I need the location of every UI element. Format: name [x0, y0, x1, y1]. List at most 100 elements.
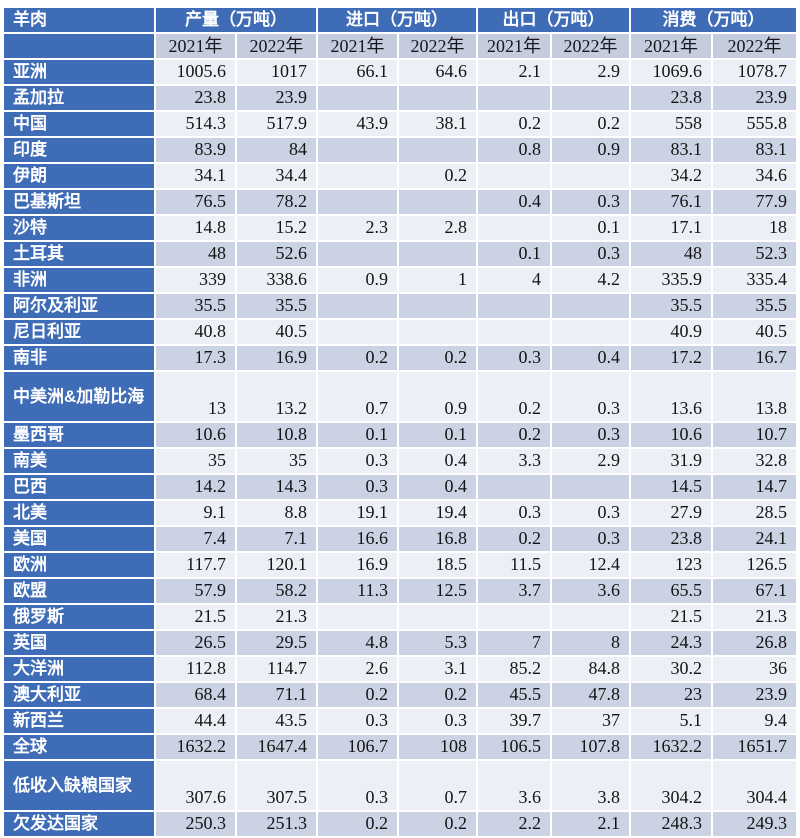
year-header-blank-cell	[4, 34, 154, 58]
data-cell: 0.2	[399, 164, 476, 188]
table-row: 沙特 14.8 15.2 2.3 2.8 0.1 17.1 18	[4, 216, 796, 240]
data-cell: 35	[156, 449, 235, 473]
data-cell: 7.4	[156, 527, 235, 551]
data-cell: 1069.6	[631, 60, 711, 84]
data-cell: 2.2	[478, 812, 550, 836]
data-cell: 40.8	[156, 320, 235, 344]
data-cell: 23.9	[237, 86, 316, 110]
data-cell: 23	[631, 683, 711, 707]
data-cell: 108	[399, 735, 476, 759]
data-cell: 0.1	[478, 242, 550, 266]
data-cell: 76.5	[156, 190, 235, 214]
row-label: 沙特	[4, 216, 154, 240]
data-cell: 3.7	[478, 579, 550, 603]
data-cell: 2.9	[552, 449, 629, 473]
data-cell	[318, 294, 397, 318]
data-cell: 23.8	[631, 527, 711, 551]
data-cell: 52.3	[713, 242, 796, 266]
data-cell: 57.9	[156, 579, 235, 603]
data-cell	[478, 164, 550, 188]
data-cell: 23.9	[713, 683, 796, 707]
data-cell: 0.4	[399, 449, 476, 473]
data-cell: 558	[631, 112, 711, 136]
row-label: 北美	[4, 501, 154, 525]
data-cell: 0.2	[478, 112, 550, 136]
data-cell: 18.5	[399, 553, 476, 577]
year-header: 2022年	[552, 34, 629, 58]
data-cell	[318, 320, 397, 344]
table-row: 亚洲 1005.6 1017 66.1 64.6 2.1 2.9 1069.6 1078.7	[4, 60, 796, 84]
year-header: 2022年	[713, 34, 796, 58]
row-label: 中美洲&加勒比海	[4, 372, 154, 421]
data-cell: 126.5	[713, 553, 796, 577]
data-cell	[552, 86, 629, 110]
data-cell	[318, 242, 397, 266]
data-cell	[478, 320, 550, 344]
data-cell: 112.8	[156, 657, 235, 681]
table-row: 非洲 339 338.6 0.9 1 4 4.2 335.9 335.4	[4, 268, 796, 292]
row-label: 亚洲	[4, 60, 154, 84]
data-cell	[478, 86, 550, 110]
data-cell: 77.9	[713, 190, 796, 214]
data-cell: 19.1	[318, 501, 397, 525]
data-cell	[478, 605, 550, 629]
table-row: 全球 1632.2 1647.4 106.7 108 106.5 107.8 1632.2 16…	[4, 735, 796, 759]
data-cell: 514.3	[156, 112, 235, 136]
data-cell	[399, 138, 476, 162]
group-header-import: 进口（万吨）	[318, 8, 476, 32]
data-cell: 0.3	[399, 709, 476, 733]
data-cell: 47.8	[552, 683, 629, 707]
data-cell: 1	[399, 268, 476, 292]
data-cell: 0.3	[552, 190, 629, 214]
table-row: 中美洲&加勒比海 13 13.2 0.7 0.9 0.2 0.3 13.6 13.8	[4, 372, 796, 421]
data-cell: 10.6	[156, 423, 235, 447]
year-header: 2021年	[156, 34, 235, 58]
data-cell: 14.2	[156, 475, 235, 499]
data-cell: 555.8	[713, 112, 796, 136]
data-cell: 26.8	[713, 631, 796, 655]
table-row: 中国 514.3 517.9 43.9 38.1 0.2 0.2 558 555.8	[4, 112, 796, 136]
row-label: 南美	[4, 449, 154, 473]
data-cell: 34.1	[156, 164, 235, 188]
data-cell: 9.1	[156, 501, 235, 525]
data-cell: 0.1	[552, 216, 629, 240]
data-cell: 107.8	[552, 735, 629, 759]
table-row: 尼日利亚 40.8 40.5 40.9 40.5	[4, 320, 796, 344]
data-cell	[399, 86, 476, 110]
data-cell: 0.2	[399, 346, 476, 370]
data-cell: 0.2	[478, 423, 550, 447]
data-cell: 31.9	[631, 449, 711, 473]
data-cell: 0.3	[552, 242, 629, 266]
data-cell: 39.7	[478, 709, 550, 733]
data-cell	[552, 605, 629, 629]
mutton-supply-demand-table: 羊肉 产量（万吨） 进口（万吨） 出口（万吨） 消费（万吨） 2021年 202…	[2, 6, 798, 838]
data-cell: 0.7	[399, 761, 476, 810]
row-label: 伊朗	[4, 164, 154, 188]
table-row: 南美 35 35 0.3 0.4 3.3 2.9 31.9 32.8	[4, 449, 796, 473]
table-row: 伊朗 34.1 34.4 0.2 34.2 34.6	[4, 164, 796, 188]
group-header-export: 出口（万吨）	[478, 8, 629, 32]
data-cell: 9.4	[713, 709, 796, 733]
data-cell: 21.3	[713, 605, 796, 629]
group-header-row: 羊肉 产量（万吨） 进口（万吨） 出口（万吨） 消费（万吨）	[4, 8, 796, 32]
data-cell: 304.2	[631, 761, 711, 810]
data-cell: 0.2	[478, 527, 550, 551]
data-cell: 13.6	[631, 372, 711, 421]
data-cell: 34.6	[713, 164, 796, 188]
data-cell: 34.2	[631, 164, 711, 188]
data-cell: 24.1	[713, 527, 796, 551]
data-cell: 0.3	[552, 372, 629, 421]
data-cell: 0.3	[318, 475, 397, 499]
data-cell: 38.1	[399, 112, 476, 136]
data-cell: 123	[631, 553, 711, 577]
data-cell: 14.3	[237, 475, 316, 499]
data-cell: 18	[713, 216, 796, 240]
data-cell: 26.5	[156, 631, 235, 655]
data-cell	[478, 216, 550, 240]
data-cell: 4.8	[318, 631, 397, 655]
data-cell: 19.4	[399, 501, 476, 525]
data-cell: 3.6	[552, 579, 629, 603]
data-cell: 1005.6	[156, 60, 235, 84]
data-cell: 83.1	[713, 138, 796, 162]
row-label: 英国	[4, 631, 154, 655]
